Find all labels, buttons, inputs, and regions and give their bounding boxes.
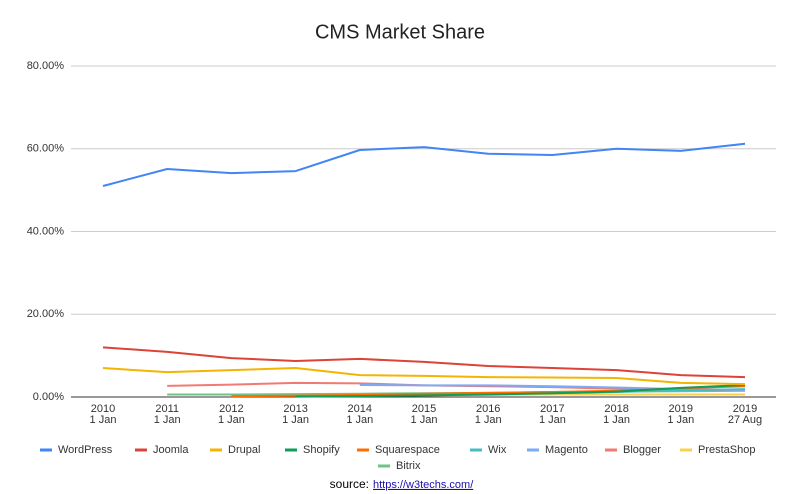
x-tick-label: 1 Jan	[154, 414, 181, 426]
y-tick-label: 0.00%	[33, 391, 64, 403]
x-tick-label: 1 Jan	[603, 414, 630, 426]
x-tick-label: 27 Aug	[728, 414, 762, 426]
x-tick-label: 2013	[283, 403, 307, 415]
x-tick-label: 2010	[91, 403, 115, 415]
legend-label: Blogger	[623, 444, 661, 456]
y-tick-label: 80.00%	[27, 60, 65, 72]
x-tick-label: 2019	[733, 403, 757, 415]
y-tick-label: 20.00%	[27, 308, 65, 320]
x-tick-label: 2015	[412, 403, 436, 415]
x-tick-label: 2011	[155, 403, 179, 415]
x-tick-label: 1 Jan	[282, 414, 309, 426]
source-link[interactable]: https://w3techs.com/	[373, 479, 474, 491]
x-tick-label: 2019	[669, 403, 693, 415]
x-tick-label: 1 Jan	[411, 414, 438, 426]
series-line	[102, 346, 746, 379]
x-tick-label: 2017	[540, 403, 564, 415]
legend-label: Bitrix	[396, 460, 421, 472]
y-tick-label: 60.00%	[27, 143, 65, 155]
chart-title: CMS Market Share	[315, 21, 485, 43]
x-tick-label: 1 Jan	[475, 414, 502, 426]
x-tick-label: 2014	[348, 403, 372, 415]
x-tick-label: 1 Jan	[218, 414, 245, 426]
x-tick-label: 1 Jan	[667, 414, 694, 426]
series-line	[295, 384, 746, 398]
x-tick-label: 2012	[219, 403, 243, 415]
x-tick-label: 1 Jan	[346, 414, 373, 426]
legend-label: Joomla	[153, 444, 189, 456]
source-label: source:	[330, 477, 369, 491]
legend-label: Magento	[545, 444, 588, 456]
series-line	[102, 142, 746, 187]
series-line	[102, 367, 746, 386]
legend-label: Drupal	[228, 444, 260, 456]
x-tick-label: 1 Jan	[90, 414, 117, 426]
legend-label: WordPress	[58, 444, 113, 456]
legend-label: PrestaShop	[698, 444, 755, 456]
legend-label: Wix	[488, 444, 507, 456]
legend-label: Shopify	[303, 444, 340, 456]
x-tick-label: 2016	[476, 403, 500, 415]
x-tick-label: 2018	[604, 403, 628, 415]
x-tick-label: 1 Jan	[539, 414, 566, 426]
legend-label: Squarespace	[375, 444, 440, 456]
y-tick-label: 40.00%	[27, 225, 65, 237]
